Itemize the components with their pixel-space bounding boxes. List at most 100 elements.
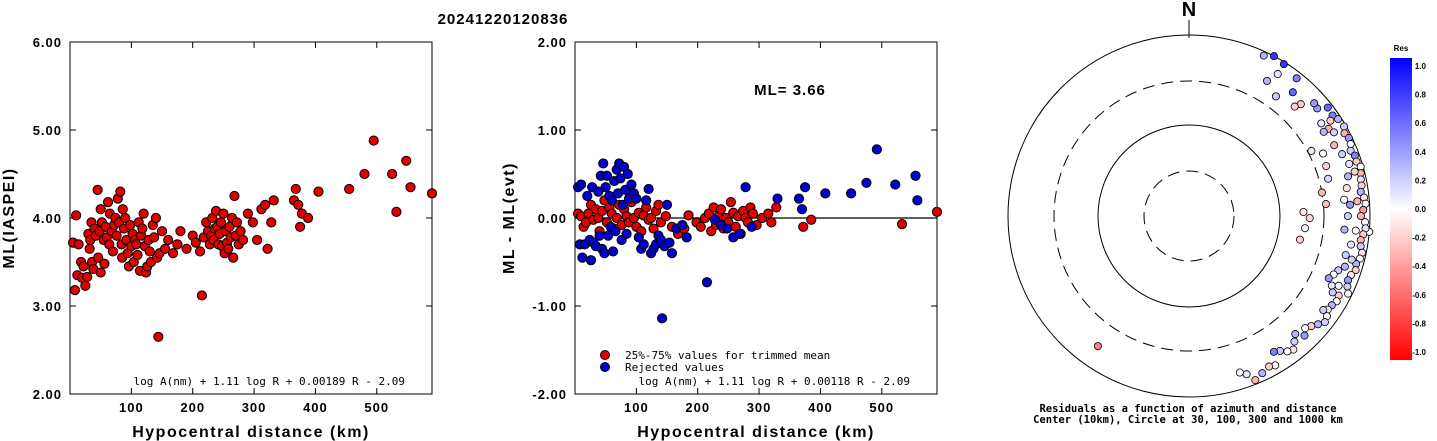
panel-2-data-point	[763, 208, 774, 219]
panel-2-x-tick-label: 100	[624, 400, 649, 415]
panel-1-data-point	[172, 239, 183, 250]
panel-2-data-point	[912, 195, 923, 206]
panel-1-data-point	[99, 258, 110, 269]
azimuth-residual-point	[1344, 172, 1353, 181]
panel-2-data-point	[820, 188, 831, 199]
panel-1-data-point	[235, 226, 246, 237]
azimuth-residual-point	[1344, 289, 1353, 298]
panel-2-data-point	[611, 212, 622, 224]
panel-2-data-point	[641, 195, 652, 206]
azimuth-residual-point	[1317, 188, 1326, 197]
azimuth-residual-point	[1328, 288, 1337, 297]
azimuth-residual-point	[1319, 127, 1328, 136]
panel-2-data-point	[715, 204, 727, 215]
azimuth-residual-point	[1321, 200, 1330, 209]
azimuth-residual-point	[1351, 266, 1360, 275]
colorbar-tick-label: -0.2	[1412, 234, 1426, 243]
panel-2-data-point	[601, 170, 613, 181]
panel-2-data-point	[681, 232, 692, 243]
azimuth-residual-point	[1351, 226, 1360, 235]
panel-1-data-point	[293, 199, 304, 210]
panel-1-data-point	[266, 217, 277, 228]
azimuth-residual-point	[1093, 342, 1102, 351]
panel-2-data-point	[793, 193, 805, 204]
azimuth-residual-point	[1341, 251, 1350, 260]
panel-1-data-point	[80, 280, 91, 291]
azimuth-residual-point	[1343, 282, 1352, 291]
azimuth-residual-point	[1307, 146, 1316, 155]
panel-1-data-point	[194, 246, 206, 257]
panel-2-data-point	[772, 193, 783, 204]
panel-2-data-point	[653, 199, 664, 210]
panel-1-data-point	[163, 234, 174, 246]
residual-vs-distance-panel: -2.00 -1.00 0.00 1.00 2.00 100 200 300 400 500 ML…	[501, 35, 943, 441]
panel-2-data-point	[683, 210, 694, 221]
colorbar-gradient	[1390, 58, 1412, 360]
panel-2-data-point	[576, 179, 587, 190]
panel-1-data-point	[82, 271, 93, 283]
panel-1-y-tick-label: 2.00	[33, 387, 62, 402]
azimuth-residual-point	[1346, 140, 1355, 149]
event-title: 20241220120836	[438, 11, 569, 28]
panel-2-data-point	[806, 214, 817, 225]
azimuth-residual-point	[1342, 184, 1351, 193]
panel-1-data-point	[401, 155, 412, 166]
panel-1-data-point	[144, 246, 155, 257]
panel-2-data-point	[846, 188, 857, 199]
panel-2-data-point	[648, 223, 659, 234]
panel-2-y-tick-label: -1.00	[532, 299, 567, 314]
panel-2-data-point	[660, 211, 671, 222]
panel-2-data-point	[599, 248, 610, 259]
panel-1-data-point	[125, 219, 136, 231]
azimuth-residual-point	[1288, 88, 1297, 97]
panel-1-data-point	[93, 252, 104, 263]
colorbar-tick-label: -1.0	[1412, 348, 1426, 357]
panel-2-data-point	[593, 186, 604, 197]
panel-1-data-point	[262, 243, 273, 254]
panel-2-data-point	[585, 255, 597, 266]
azimuth-residual-point	[1355, 254, 1364, 263]
panel-2-data-point	[643, 183, 654, 195]
legend-label-trimmed-mean: 25%-75% values for trimmed mean	[625, 349, 830, 362]
panel-1-data-point	[148, 232, 160, 243]
azimuth-residual-point	[1269, 347, 1278, 356]
residual-colorbar: Res 1.0 0.8 0.6 0.4 0.2 0.0 -0.2 -0.4 -0.6 -0.8 -1…	[1390, 44, 1427, 360]
panel-2-data-point	[633, 232, 644, 243]
legend-label-rejected: Rejected values	[625, 361, 724, 374]
panel-2-data-point	[799, 182, 811, 193]
panel-1-data-point	[218, 208, 229, 219]
azimuth-residual-point	[1324, 174, 1333, 183]
azimuth-residual-point	[1320, 318, 1329, 327]
azimuth-residual-point	[1291, 330, 1300, 339]
azimuth-residual-point	[1323, 103, 1332, 112]
panel-1-data-point	[156, 226, 168, 237]
panel-1-data-point	[115, 186, 126, 197]
panel-1-data-point	[260, 199, 271, 210]
panel-1-data-point	[387, 168, 398, 180]
panel-2-data-point	[666, 248, 678, 259]
panel-2-data-point	[661, 199, 673, 210]
caption-line-1: Residuals as a function of azimuth and d…	[1039, 403, 1336, 415]
azimuth-residual-point	[1345, 159, 1354, 168]
panel-1-data-point	[153, 331, 164, 342]
panel-1-data-point	[426, 188, 438, 199]
panel-2-x-tick-label: 200	[685, 400, 710, 415]
ring-100km	[1097, 124, 1281, 308]
azimuth-residual-point	[1251, 376, 1260, 385]
panel-1-data-point	[137, 223, 148, 234]
colorbar-tick-label: 0.6	[1415, 119, 1427, 128]
panel-1-data-point	[196, 290, 208, 301]
panel-1-y-tick-label: 6.00	[33, 35, 62, 50]
panel-1-data-point	[228, 252, 239, 263]
colorbar-tick-label: -0.6	[1412, 291, 1426, 300]
azimuth-residual-point	[1338, 150, 1347, 159]
azimuth-residual-point	[1340, 195, 1349, 204]
panel-2-data-point	[871, 144, 882, 155]
panel-2-data-point	[638, 239, 649, 250]
panel-2-data-point	[701, 277, 713, 288]
azimuth-residual-point	[1300, 331, 1309, 340]
panel-1-data-point	[290, 183, 301, 195]
panel-1-data-point	[252, 234, 263, 246]
panel-2-y-tick-label: 2.00	[538, 35, 567, 50]
